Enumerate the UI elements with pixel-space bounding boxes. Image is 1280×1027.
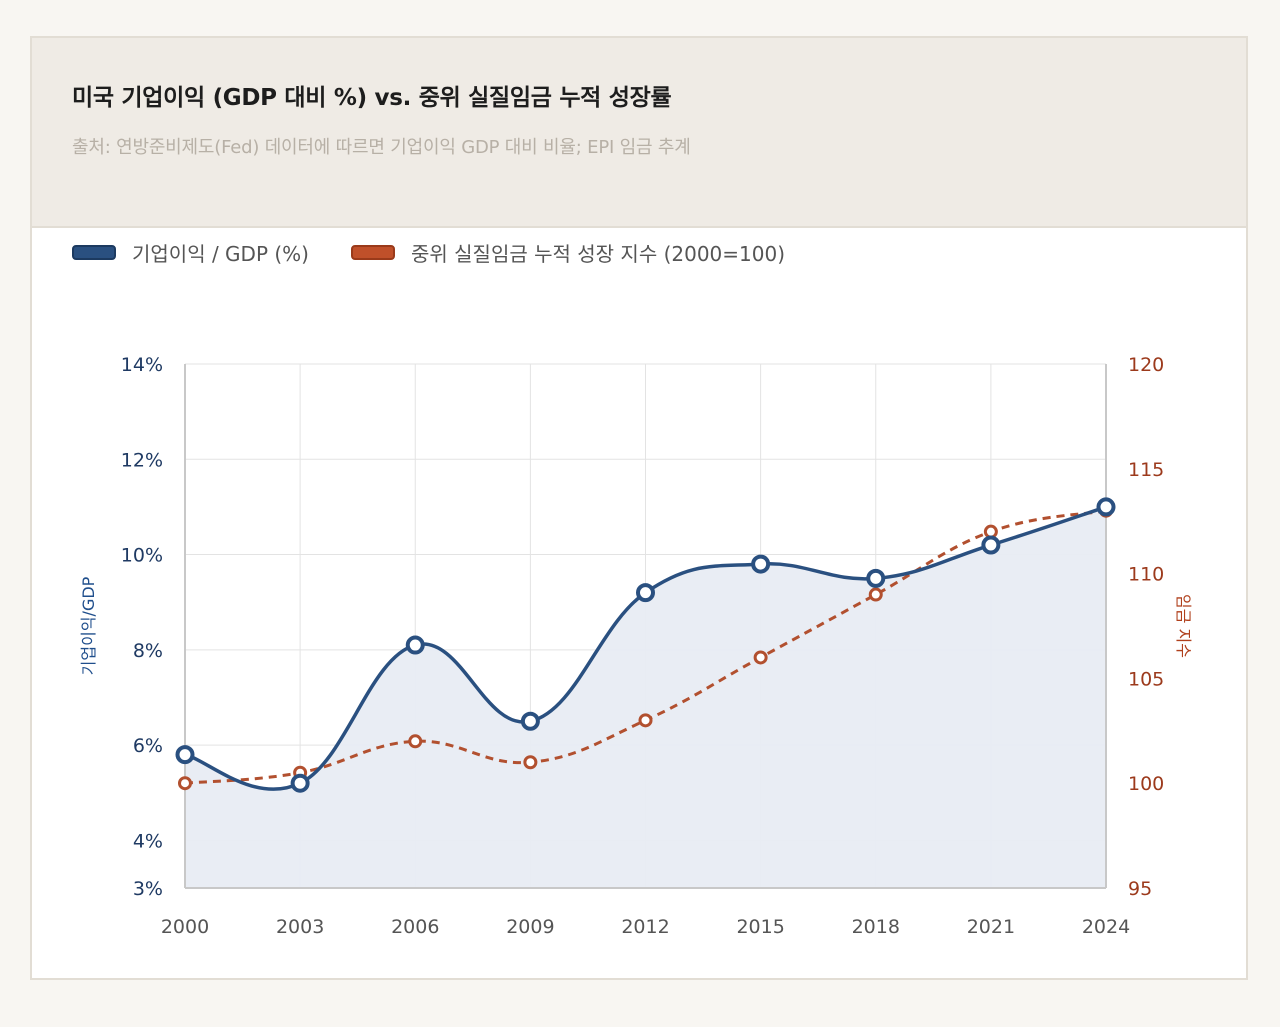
point-profit[interactable] (1096, 497, 1116, 517)
point-profit[interactable] (751, 554, 771, 574)
tick-label-x: 2006 (391, 916, 439, 938)
legend-label-profit: 기업이익 / GDP (%) (132, 241, 309, 266)
tick-label-left: 8% (133, 640, 163, 662)
tick-label-x: 2021 (967, 916, 1015, 938)
tick-label-right: 110 (1128, 564, 1164, 586)
legend-label-wage: 중위 실질임금 누적 성장 지수 (2000=100) (410, 241, 786, 266)
legend-swatch-profit (72, 244, 116, 260)
tick-label-left: 14% (121, 354, 163, 376)
legend-item-wage[interactable]: 중위 실질임금 누적 성장 지수 (2000=100) (350, 238, 786, 267)
tick-label-left: 3% (133, 878, 163, 900)
point-wage[interactable] (408, 734, 423, 749)
tick-label-x: 2000 (161, 916, 209, 938)
point-profit[interactable] (290, 773, 310, 793)
chart-card: 미국 기업이익 (GDP 대비 %) vs. 중위 실질임금 누적 성장률 출처… (30, 36, 1248, 980)
tick-label-right: 100 (1128, 773, 1164, 795)
series-line-profit (184, 505, 1107, 791)
tick-label-right: 95 (1128, 878, 1152, 900)
tick-label-right: 120 (1128, 354, 1164, 376)
tick-label-x: 2015 (736, 916, 784, 938)
axis-title-left: 기업이익/GDP (79, 576, 98, 675)
tick-label-left: 12% (121, 449, 163, 471)
tick-label-x: 2012 (621, 916, 669, 938)
point-profit[interactable] (636, 583, 655, 603)
tick-label-x: 2024 (1082, 916, 1130, 938)
series-area-profit (185, 506, 1106, 888)
tick-label-left: 4% (133, 830, 163, 852)
point-profit[interactable] (866, 568, 886, 588)
chart-subtitle: 출처: 연방준비제도(Fed) 데이터에 따르면 기업이익 GDP 대비 비율;… (72, 137, 691, 158)
tick-label-right: 105 (1128, 668, 1164, 690)
legend-swatch-wage (350, 244, 395, 260)
point-wage[interactable] (638, 713, 653, 728)
chart-header: 미국 기업이익 (GDP 대비 %) vs. 중위 실질임금 누적 성장률 출처… (32, 38, 1246, 228)
tick-label-x: 2003 (276, 916, 324, 938)
point-wage[interactable] (523, 755, 538, 770)
tick-label-x: 2018 (852, 916, 900, 938)
legend-item-profit[interactable]: 기업이익 / GDP (%) (72, 238, 309, 267)
point-wage[interactable] (753, 650, 768, 665)
point-wage[interactable] (178, 776, 192, 791)
tick-label-left: 6% (133, 735, 163, 757)
tick-label-right: 115 (1128, 459, 1164, 481)
chart-title: 미국 기업이익 (GDP 대비 %) vs. 중위 실질임금 누적 성장률 (72, 85, 672, 111)
axis-title-right: 임금 지수 (1174, 594, 1193, 658)
tick-label-left: 10% (121, 545, 163, 567)
point-profit[interactable] (981, 535, 1001, 555)
point-profit[interactable] (520, 711, 540, 731)
tick-label-x: 2009 (506, 916, 554, 938)
chart-legend: 기업이익 / GDP (%) 중위 실질임금 누적 성장 지수 (2000=10… (72, 236, 827, 268)
point-wage[interactable] (868, 587, 883, 602)
point-profit[interactable] (405, 635, 425, 655)
point-profit[interactable] (175, 745, 195, 765)
chart-plot: 3% 4% 6% 8% 10% 12% 14% 95 100 105 110 115 120 2000 20… (79, 354, 1193, 938)
